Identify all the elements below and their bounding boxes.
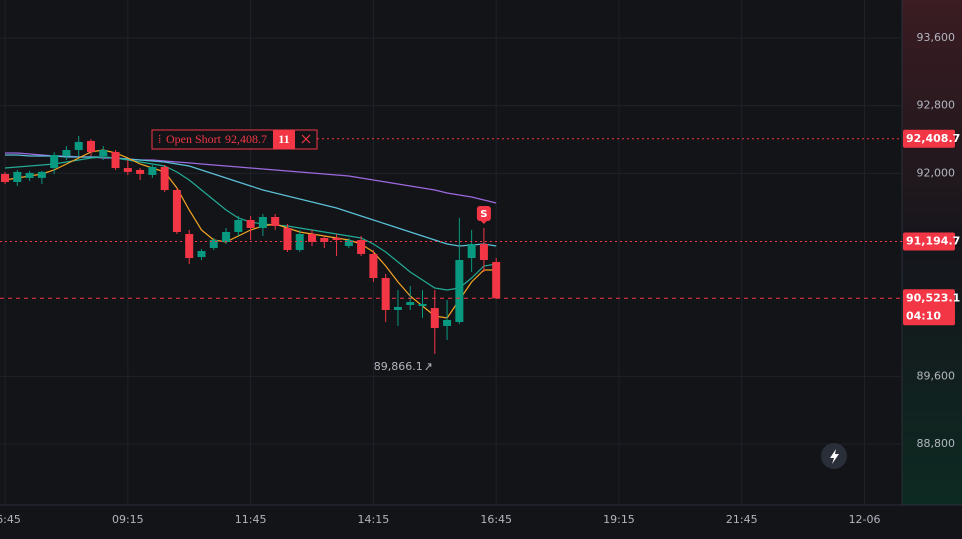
order-close[interactable]	[301, 134, 311, 144]
candle-body	[418, 303, 427, 307]
x-tick-label: 12-06	[849, 513, 881, 526]
candle-body	[308, 234, 317, 242]
candle-body	[393, 307, 402, 310]
signal-marker	[476, 206, 491, 222]
price-label: 90,523.1	[906, 291, 960, 304]
price-axis	[902, 0, 962, 505]
y-tick-label: 89,600	[917, 369, 956, 382]
candle-body	[430, 308, 439, 329]
signal-pointer	[480, 221, 487, 225]
y-tick-label: 93,600	[917, 31, 956, 44]
candle-body	[160, 166, 169, 191]
bolt-icon	[830, 449, 839, 464]
x-tick-label: 11:45	[235, 513, 267, 526]
candle-body	[99, 150, 108, 157]
x-tick-label: 19:15	[603, 513, 635, 526]
candle-body	[271, 217, 280, 226]
low-label: 89,866.1	[374, 360, 423, 373]
y-tick-label: 92,800	[917, 99, 956, 112]
candle-body	[209, 240, 218, 248]
signal-label: S	[480, 209, 487, 220]
candle-body	[443, 319, 452, 326]
moving-average	[5, 154, 497, 247]
candle-body	[1, 173, 10, 182]
candle-body	[111, 151, 120, 169]
candle-body	[283, 228, 292, 251]
candle-body	[74, 141, 83, 151]
candle-body	[222, 231, 231, 242]
candle-body	[172, 190, 181, 232]
candle-body	[62, 150, 71, 157]
candle-body	[406, 302, 415, 305]
x-tick-label: 09:15	[112, 513, 144, 526]
candle-body	[25, 172, 34, 178]
candle-body	[455, 259, 464, 323]
candle-body	[86, 140, 95, 152]
candle-body	[13, 171, 22, 182]
x-tick-label: 14:15	[358, 513, 390, 526]
x-tick-label: 16:45	[0, 513, 21, 526]
candle-body	[369, 253, 378, 279]
candle-body	[185, 234, 194, 259]
order-price: 92,408.7	[225, 132, 267, 146]
candle-body	[148, 166, 157, 175]
price-label: 91,194.7	[906, 234, 960, 247]
x-tick-label: 16:45	[480, 513, 512, 526]
candle-body	[357, 240, 366, 254]
candle-body	[295, 234, 304, 251]
low-arrow	[425, 363, 432, 371]
candle-body	[332, 237, 341, 241]
x-tick-label: 21:45	[726, 513, 758, 526]
candle-body	[234, 219, 243, 232]
y-tick-label: 88,800	[917, 437, 956, 450]
candle-body	[50, 154, 59, 169]
candle-body	[467, 243, 476, 259]
order-grip: ⁞	[158, 132, 161, 146]
price-label-box	[903, 289, 955, 326]
candle-body	[320, 237, 329, 242]
quick-trade-button[interactable]	[821, 443, 847, 469]
candle-body	[492, 262, 501, 299]
candle-body	[246, 219, 255, 229]
candle-body	[479, 243, 488, 260]
countdown: 04:10	[906, 309, 941, 322]
price-label: 92,408.7	[906, 132, 960, 145]
candle-body	[197, 251, 206, 258]
order-qty-box	[273, 130, 295, 149]
candle-body	[381, 278, 390, 310]
y-tick-label: 92,000	[917, 166, 956, 179]
candle-body	[136, 169, 145, 174]
candle-body	[258, 217, 267, 229]
candle-body	[123, 168, 132, 172]
price-label-box	[903, 232, 955, 251]
order-qty: 11	[278, 132, 289, 146]
price-label-box	[903, 129, 955, 148]
candle-body	[37, 171, 46, 178]
candle-body	[344, 240, 353, 247]
order-text: Open Short	[166, 132, 222, 146]
order-tag[interactable]: ⁞ Open Short 92,408.7 11	[151, 129, 318, 150]
